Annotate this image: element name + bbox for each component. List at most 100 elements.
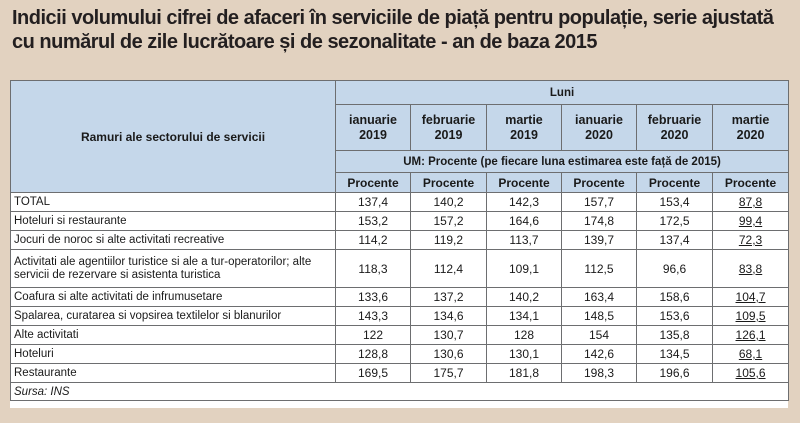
value-cell: 134,5 [636, 344, 713, 364]
value-text: 140,2 [433, 195, 464, 209]
row-label-cell: Coafura si alte activitati de infrumuset… [10, 287, 336, 307]
unit-header-cell: Procente [561, 172, 637, 193]
value-cell: 143,3 [335, 306, 411, 326]
value-text: 163,4 [583, 290, 615, 304]
month-year: 2019 [434, 127, 463, 142]
value-cell: 157,2 [410, 211, 487, 231]
value-text: 198,3 [583, 366, 615, 380]
value-cell: 139,7 [561, 230, 637, 250]
value-cell: 126,1 [711, 325, 790, 345]
value-cell: 72,3 [711, 230, 790, 250]
value-cell: 140,2 [486, 287, 562, 307]
value-cell: 154 [561, 325, 637, 345]
value-cell: 128,8 [335, 344, 411, 364]
value-text: 109,1 [508, 261, 540, 276]
row-label-cell: Alte activitati [10, 325, 336, 345]
month-name: ianuarie [349, 112, 397, 127]
value-text: 140,2 [508, 290, 540, 304]
value-text: 196,6 [659, 366, 690, 380]
month-year: 2020 [660, 127, 689, 142]
value-cell: 181,8 [486, 363, 562, 383]
value-text: 87,8 [738, 195, 763, 209]
value-text: 122 [362, 328, 384, 342]
month-name: februarie [421, 112, 476, 127]
month-year: 2019 [359, 127, 387, 142]
table-row: Jocuri de noroc si alte activitati recre… [10, 230, 790, 250]
value-cell: 130,1 [486, 344, 562, 364]
value-text: 157,2 [433, 214, 464, 228]
services-index-table: Ramuri ale sectorului de servicii Luni i… [9, 80, 790, 401]
value-cell: 134,1 [486, 306, 562, 326]
value-cell: 87,8 [711, 192, 790, 212]
value-cell: 137,4 [335, 192, 411, 212]
value-cell: 83,8 [711, 249, 790, 288]
value-text: 153,2 [357, 214, 389, 228]
value-cell: 128 [486, 325, 562, 345]
table-row: Coafura si alte activitati de infrumuset… [10, 287, 790, 307]
table-row: Hoteluri 128,8 130,6 130,1 142,6 134,5 68,1 [10, 344, 790, 364]
value-cell: 153,4 [636, 192, 713, 212]
unit-header-cell: Procente [335, 172, 411, 193]
value-text: 154 [588, 328, 610, 342]
value-cell: 169,5 [335, 363, 411, 383]
month-header-cell: martie 2020 [711, 104, 790, 151]
table-body: TOTAL 137,4 140,2 142,3 157,7 153,4 87,8 Hotelu… [9, 192, 790, 401]
value-cell: 157,7 [561, 192, 637, 212]
value-cell: 153,2 [335, 211, 411, 231]
value-text: 137,4 [659, 233, 690, 247]
value-text: 68,1 [738, 347, 763, 361]
value-text: 114,2 [358, 233, 388, 247]
value-cell: 112,5 [561, 249, 637, 288]
value-cell: 109,5 [711, 306, 790, 326]
value-text: 128,8 [357, 347, 389, 361]
unit-header-cell: Procente [636, 172, 713, 193]
value-text: 172,5 [659, 214, 690, 228]
group-header-cell: Luni [334, 80, 790, 105]
value-cell: 137,4 [636, 230, 713, 250]
value-cell: 153,6 [636, 306, 713, 326]
value-text: 113,7 [509, 233, 539, 247]
month-year: 2019 [510, 127, 538, 142]
unit-header-cell: Procente [486, 172, 562, 193]
value-cell: 105,6 [711, 363, 790, 383]
table-row: Hoteluri si restaurante 153,2 157,2 164,6 17… [10, 211, 790, 231]
value-cell: 198,3 [561, 363, 637, 383]
value-text: 142,6 [583, 347, 615, 361]
value-text: 143,3 [357, 309, 389, 323]
value-text: 133,6 [357, 290, 389, 304]
source-note: Sursa: INS [9, 382, 790, 401]
table-row: Spalarea, curatarea si vopsirea textilel… [10, 306, 790, 326]
row-label-cell: Hoteluri [10, 344, 336, 364]
unit-note-cell: UM: Procente (pe fiecare luna estimarea … [334, 150, 790, 173]
month-year: 2020 [736, 127, 765, 142]
month-name: martie [731, 112, 770, 127]
value-text: 175,7 [433, 366, 464, 380]
value-text: 104,7 [735, 290, 766, 304]
value-cell: 130,7 [410, 325, 487, 345]
value-text: 126,1 [735, 328, 766, 342]
value-text: 134,1 [508, 309, 540, 323]
value-cell: 130,6 [410, 344, 487, 364]
value-text: 153,6 [659, 309, 690, 323]
month-header-cell: ianuarie 2020 [561, 104, 637, 151]
unit-header-cell: Procente [410, 172, 487, 193]
value-cell: 142,3 [486, 192, 562, 212]
source-row: Sursa: INS [9, 382, 790, 401]
table-row: TOTAL 137,4 140,2 142,3 157,7 153,4 87,8 [10, 192, 790, 212]
value-cell: 137,2 [410, 287, 487, 307]
month-header-cell: februarie 2019 [410, 104, 487, 151]
value-text: 83,8 [738, 261, 763, 276]
value-cell: 68,1 [711, 344, 790, 364]
row-label-cell: Activitati ale agentiilor turistice si a… [10, 249, 336, 288]
value-text: 105,6 [735, 366, 766, 380]
month-name: februarie [647, 112, 702, 127]
value-cell: 122 [335, 325, 411, 345]
value-text: 139,7 [583, 233, 615, 247]
unit-header-row: Procente Procente Procente Procente Procente… [11, 172, 790, 193]
value-cell: 135,8 [636, 325, 713, 345]
value-text: 158,6 [659, 290, 690, 304]
row-label-cell: TOTAL [10, 192, 336, 212]
value-cell: 133,6 [335, 287, 411, 307]
value-text: 142,3 [508, 195, 540, 209]
table-row: Restaurante 169,5 175,7 181,8 198,3 196,6 105,… [10, 363, 790, 383]
